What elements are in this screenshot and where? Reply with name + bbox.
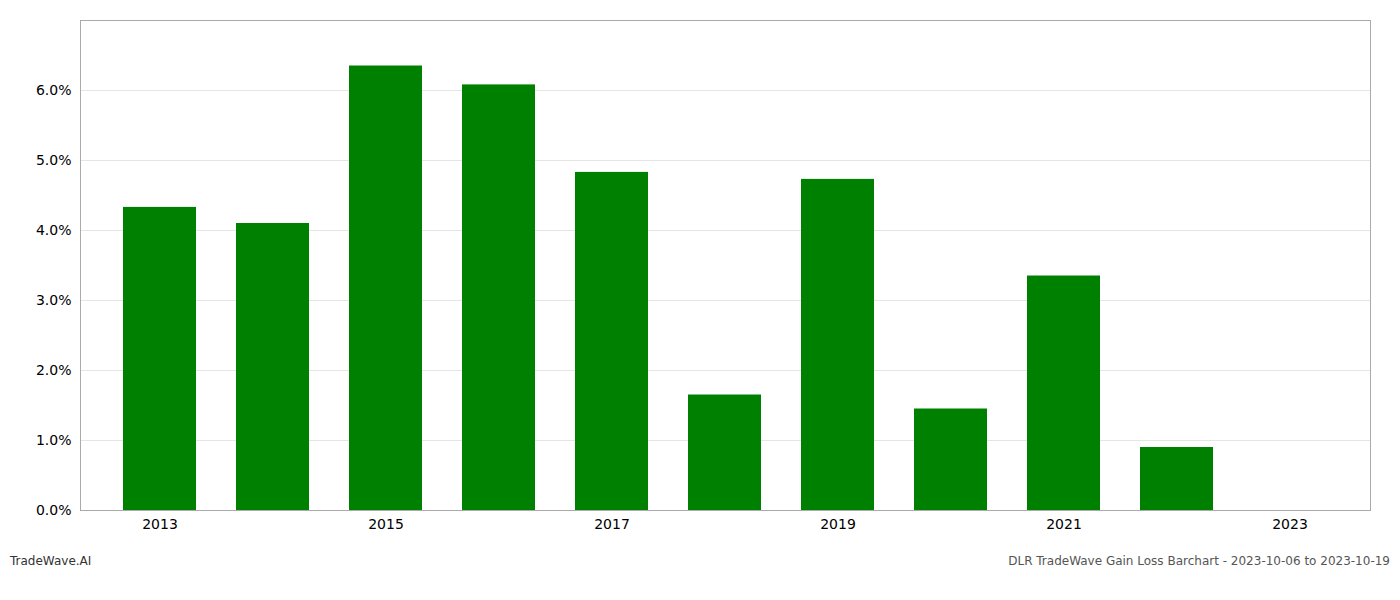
svg-text:6.0%: 6.0%	[36, 82, 72, 98]
svg-text:0.0%: 0.0%	[36, 502, 72, 518]
svg-text:2023: 2023	[1272, 516, 1308, 532]
html-text:DLR TradeWave Gain Loss Barcha: DLR TradeWave Gain Loss Barchart - 2023-…	[1008, 554, 1390, 568]
svg-text:4.0%: 4.0%	[36, 222, 72, 238]
svg-text:2021: 2021	[1046, 516, 1082, 532]
svg-text:2019: 2019	[820, 516, 856, 532]
svg-text:2013: 2013	[142, 516, 178, 532]
svg-text:5.0%: 5.0%	[36, 152, 72, 168]
html-text:TradeWave.AI: TradeWave.AI	[10, 554, 92, 568]
svg-text:3.0%: 3.0%	[36, 292, 72, 308]
svg-text:2015: 2015	[368, 516, 404, 532]
svg-text:1.0%: 1.0%	[36, 432, 72, 448]
svg-text:2017: 2017	[594, 516, 630, 532]
svg-text:2.0%: 2.0%	[36, 362, 72, 378]
